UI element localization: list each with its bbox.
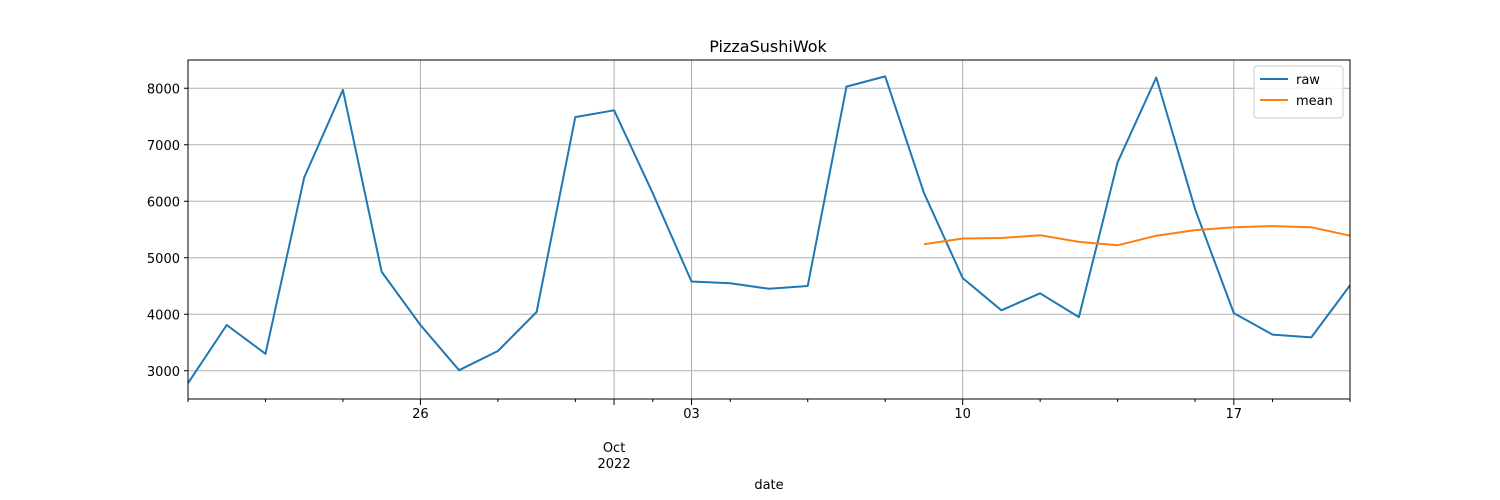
grid-lines — [188, 60, 1350, 399]
y-tick-label: 4000 — [147, 308, 180, 323]
y-axis-ticks: 3000 4000 5000 6000 7000 8000 — [147, 82, 188, 380]
y-tick-label: 8000 — [147, 82, 180, 97]
series-lines — [187, 75, 1351, 384]
x-tick-label: 2022 — [598, 457, 631, 472]
y-tick-label: 3000 — [147, 365, 180, 380]
x-tick-label: Oct — [603, 441, 625, 456]
legend: raw mean — [1253, 65, 1344, 119]
y-tick-label: 5000 — [147, 252, 180, 267]
plot-frame — [187, 59, 1351, 400]
y-tick-label: 7000 — [147, 139, 180, 154]
x-tick-label: 17 — [1226, 407, 1243, 422]
series-line-raw — [187, 75, 1351, 384]
x-tick-label: 03 — [683, 407, 700, 422]
chart-title: PizzaSushiWok — [709, 37, 827, 56]
x-axis-label: date — [754, 478, 783, 493]
x-tick-label: 10 — [954, 407, 971, 422]
x-tick-label: 26 — [412, 407, 429, 422]
series-line-mean — [923, 225, 1351, 247]
y-tick-label: 6000 — [147, 195, 180, 210]
legend-label-raw: raw — [1296, 73, 1320, 88]
legend-label-mean: mean — [1296, 94, 1333, 109]
